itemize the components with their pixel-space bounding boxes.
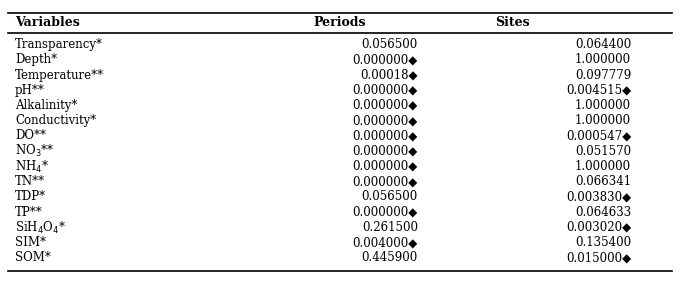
Text: NH$_4$*: NH$_4$* [15, 158, 49, 175]
Text: 0.004515◆: 0.004515◆ [566, 84, 631, 97]
Text: Depth*: Depth* [15, 53, 57, 66]
Text: Conductivity*: Conductivity* [15, 114, 96, 127]
Text: SiH$_4$O$_4$*: SiH$_4$O$_4$* [15, 219, 66, 235]
Text: SIM*: SIM* [15, 236, 46, 249]
Text: 0.000000◆: 0.000000◆ [353, 53, 418, 66]
Text: 0.00018◆: 0.00018◆ [360, 69, 418, 81]
Text: 0.003020◆: 0.003020◆ [566, 221, 631, 234]
Text: 0.000000◆: 0.000000◆ [353, 206, 418, 219]
Text: 0.015000◆: 0.015000◆ [566, 251, 631, 264]
Text: 1.000000: 1.000000 [575, 160, 631, 173]
Text: Alkalinity*: Alkalinity* [15, 99, 78, 112]
Text: 0.000000◆: 0.000000◆ [353, 84, 418, 97]
Text: 0.000000◆: 0.000000◆ [353, 114, 418, 127]
Text: Temperature**: Temperature** [15, 69, 104, 81]
Text: 0.003830◆: 0.003830◆ [566, 191, 631, 203]
Text: TP**: TP** [15, 206, 43, 219]
Text: 0.066341: 0.066341 [575, 175, 631, 188]
Text: Transparency*: Transparency* [15, 38, 103, 51]
Text: TDP*: TDP* [15, 191, 46, 203]
Text: DO**: DO** [15, 130, 46, 142]
Text: pH**: pH** [15, 84, 45, 97]
Text: 0.261500: 0.261500 [362, 221, 418, 234]
Text: 0.000000◆: 0.000000◆ [353, 160, 418, 173]
Text: 0.000000◆: 0.000000◆ [353, 175, 418, 188]
Text: Periods: Periods [313, 17, 367, 30]
Text: 0.000000◆: 0.000000◆ [353, 99, 418, 112]
Text: 0.056500: 0.056500 [362, 38, 418, 51]
Text: TN**: TN** [15, 175, 45, 188]
Text: 0.097779: 0.097779 [575, 69, 631, 81]
Text: 0.051570: 0.051570 [575, 145, 631, 158]
Text: 0.445900: 0.445900 [362, 251, 418, 264]
Text: 0.000000◆: 0.000000◆ [353, 145, 418, 158]
Text: 0.056500: 0.056500 [362, 191, 418, 203]
Text: 0.004000◆: 0.004000◆ [353, 236, 418, 249]
Text: 0.000000◆: 0.000000◆ [353, 130, 418, 142]
Text: NO$_3$**: NO$_3$** [15, 143, 54, 159]
Text: 1.000000: 1.000000 [575, 114, 631, 127]
Text: 1.000000: 1.000000 [575, 53, 631, 66]
Text: 0.064400: 0.064400 [575, 38, 631, 51]
Text: 0.135400: 0.135400 [575, 236, 631, 249]
Text: 0.000547◆: 0.000547◆ [566, 130, 631, 142]
Text: Sites: Sites [495, 17, 530, 30]
Text: 0.064633: 0.064633 [575, 206, 631, 219]
Text: SOM*: SOM* [15, 251, 51, 264]
Text: 1.000000: 1.000000 [575, 99, 631, 112]
Text: Variables: Variables [15, 17, 80, 30]
